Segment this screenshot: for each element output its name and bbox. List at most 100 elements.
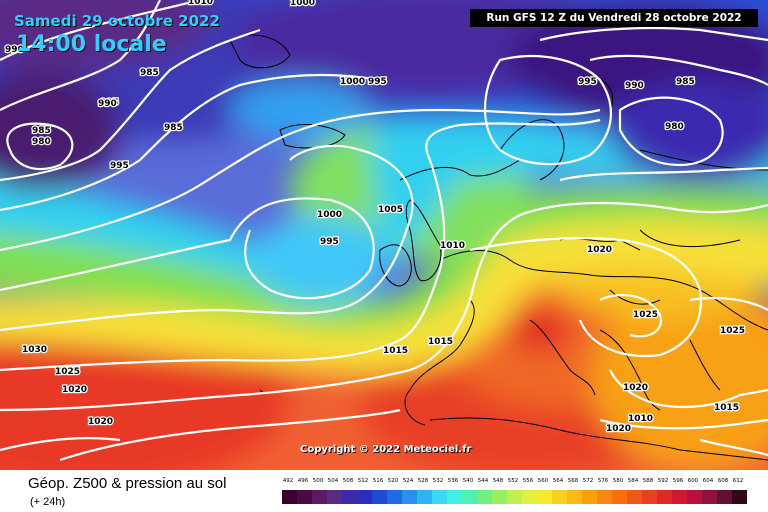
legend-tick-label: 540 (462, 478, 474, 484)
legend-swatch (372, 490, 387, 504)
svg-text:990: 990 (98, 99, 117, 109)
svg-text:1030: 1030 (22, 345, 47, 355)
svg-text:1000: 1000 (290, 0, 315, 8)
svg-text:1020: 1020 (88, 417, 113, 427)
svg-text:1000: 1000 (317, 210, 342, 220)
svg-text:995: 995 (320, 237, 339, 247)
map-caption: Géop. Z500 & pression au sol (28, 475, 227, 492)
legend-tick-label: 508 (342, 478, 354, 484)
svg-text:985: 985 (32, 126, 51, 136)
svg-text:985: 985 (164, 123, 183, 133)
legend-swatch (567, 490, 582, 504)
weather-map: 990 1010 985 995 1000 1000 985 990 980 9… (0, 0, 768, 470)
forecast-offset: (+ 24h) (30, 496, 66, 508)
svg-text:985: 985 (676, 77, 695, 87)
copyright-notice: Copyright © 2022 Meteociel.fr (300, 444, 472, 455)
legend-swatch (297, 490, 312, 504)
svg-text:1020: 1020 (587, 245, 612, 255)
legend-swatch (432, 490, 447, 504)
legend-swatch (342, 490, 357, 504)
legend-tick-label: 604 (702, 478, 714, 484)
legend-tick-label: 608 (717, 478, 729, 484)
legend-tick-label: 588 (642, 478, 654, 484)
svg-text:990: 990 (5, 45, 24, 55)
legend-tick-label: 568 (567, 478, 579, 484)
svg-text:985: 985 (140, 68, 159, 78)
legend-tick-label: 492 (282, 478, 294, 484)
legend-tick-label: 536 (447, 478, 459, 484)
isobar-labels: 990 1010 985 995 1000 1000 985 990 980 9… (4, 0, 747, 435)
legend-tick-label: 556 (522, 478, 534, 484)
legend-swatch (312, 490, 327, 504)
svg-text:1005: 1005 (378, 205, 403, 215)
legend-swatch (717, 490, 732, 504)
legend-tick-label: 500 (312, 478, 324, 484)
svg-text:995: 995 (578, 77, 597, 87)
legend-tick-label: 584 (627, 478, 639, 484)
legend-swatch (402, 490, 417, 504)
legend-tick-label: 576 (597, 478, 609, 484)
svg-text:1000: 1000 (340, 77, 365, 87)
geopotential-map: 990 1010 985 995 1000 1000 985 990 980 9… (0, 0, 768, 470)
svg-text:1015: 1015 (714, 403, 739, 413)
legend-tick-label: 544 (477, 478, 489, 484)
svg-text:1025: 1025 (633, 310, 658, 320)
legend-swatch (537, 490, 552, 504)
legend-swatch (282, 490, 297, 504)
forecast-time: 14:00 locale (16, 32, 167, 57)
svg-text:1010: 1010 (628, 414, 653, 424)
legend-tick-label: 528 (417, 478, 429, 484)
legend-swatch (492, 490, 507, 504)
legend-tick-label: 596 (672, 478, 684, 484)
legend-swatch (612, 490, 627, 504)
svg-text:980: 980 (665, 122, 684, 132)
legend-swatch (657, 490, 672, 504)
legend-tick-label: 548 (492, 478, 504, 484)
legend-swatch (702, 490, 717, 504)
svg-text:1025: 1025 (55, 367, 80, 377)
svg-text:1010: 1010 (188, 0, 213, 7)
svg-text:1020: 1020 (606, 424, 631, 434)
svg-text:1020: 1020 (623, 383, 648, 393)
legend-swatch (477, 490, 492, 504)
legend-tick-label: 612 (732, 478, 744, 484)
svg-text:1015: 1015 (383, 346, 408, 356)
svg-text:980: 980 (32, 137, 51, 147)
legend-swatch (597, 490, 612, 504)
legend-tick-label: 496 (297, 478, 309, 484)
isobars (0, 0, 768, 462)
legend-swatch (357, 490, 372, 504)
color-scale-bar (282, 490, 747, 504)
legend-swatch (582, 490, 597, 504)
forecast-date: Samedi 29 octobre 2022 (14, 12, 220, 30)
legend-swatch (507, 490, 522, 504)
legend-tick-label: 580 (612, 478, 624, 484)
legend-swatch (522, 490, 537, 504)
legend-tick-label: 524 (402, 478, 414, 484)
legend-swatch (672, 490, 687, 504)
legend-tick-label: 560 (537, 478, 549, 484)
legend-tick-label: 572 (582, 478, 594, 484)
legend-tick-label: 600 (687, 478, 699, 484)
svg-text:1020: 1020 (62, 385, 87, 395)
svg-text:995: 995 (110, 161, 129, 171)
legend-tick-label: 532 (432, 478, 444, 484)
legend-tick-label: 520 (387, 478, 399, 484)
svg-text:1010: 1010 (440, 241, 465, 251)
legend-swatch (462, 490, 477, 504)
legend-swatch (417, 490, 432, 504)
legend-swatch (687, 490, 702, 504)
legend-swatch (552, 490, 567, 504)
geopotential-field (0, 0, 768, 470)
svg-text:995: 995 (368, 77, 387, 87)
legend-swatch (627, 490, 642, 504)
svg-text:990: 990 (625, 81, 644, 91)
svg-text:1015: 1015 (428, 337, 453, 347)
legend-swatch (387, 490, 402, 504)
legend-swatch (642, 490, 657, 504)
legend-swatch (732, 490, 747, 504)
svg-text:995: 995 (100, 98, 119, 108)
legend-tick-label: 516 (372, 478, 384, 484)
legend-tick-label: 592 (657, 478, 669, 484)
legend-swatch (447, 490, 462, 504)
